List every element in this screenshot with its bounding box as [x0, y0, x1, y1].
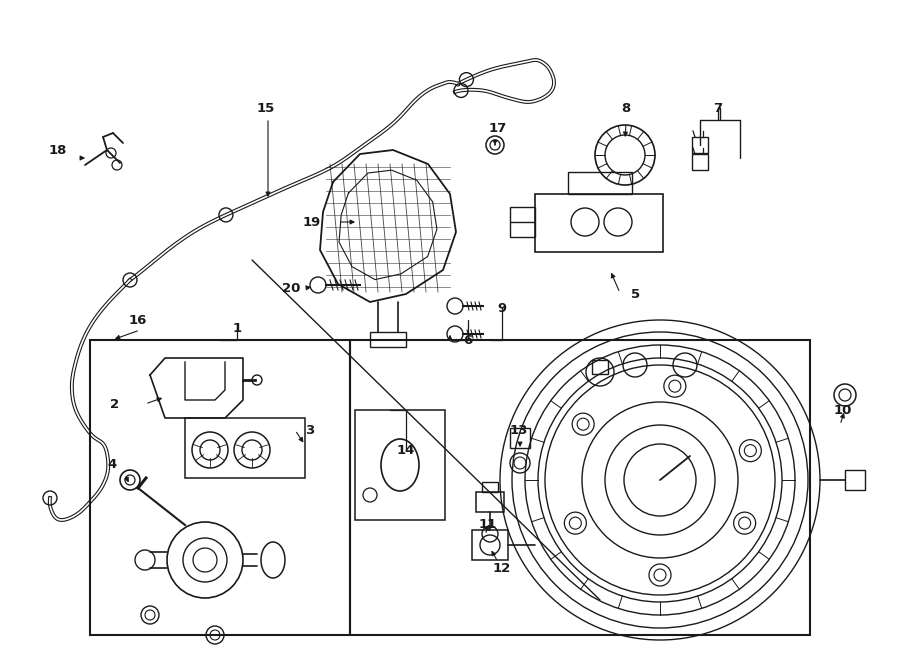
Bar	[355, 410, 445, 520]
Bar	[350, 340, 810, 635]
Text: 17: 17	[489, 122, 507, 134]
Bar	[476, 492, 504, 512]
Text: 13: 13	[509, 424, 528, 436]
Bar	[370, 332, 406, 347]
Text: 19: 19	[303, 215, 321, 229]
Bar	[472, 530, 508, 560]
Text: 6: 6	[464, 334, 472, 346]
Bar	[535, 194, 663, 252]
Bar	[90, 340, 350, 635]
Text: 7: 7	[714, 102, 723, 114]
Bar	[482, 482, 498, 492]
Text: 3: 3	[305, 424, 315, 436]
Text: 1: 1	[232, 321, 241, 334]
Bar	[510, 428, 530, 448]
Text: 11: 11	[479, 518, 497, 531]
Text: 16: 16	[129, 313, 148, 327]
Text: 12: 12	[493, 561, 511, 574]
Bar	[185, 418, 305, 478]
Text: 2: 2	[111, 397, 120, 410]
Text: 18: 18	[49, 143, 68, 157]
Text: 4: 4	[107, 459, 117, 471]
Bar	[510, 207, 535, 237]
Bar	[592, 360, 608, 374]
Text: 14: 14	[397, 444, 415, 457]
Bar	[692, 154, 708, 170]
Text: 9: 9	[498, 301, 507, 315]
Text: 15: 15	[256, 102, 275, 114]
Text: 8: 8	[621, 102, 631, 114]
Text: 20: 20	[282, 282, 301, 295]
Bar	[692, 137, 708, 153]
Text: 5: 5	[632, 288, 641, 301]
Bar	[845, 470, 865, 490]
Bar	[568, 172, 632, 194]
Text: 10: 10	[833, 403, 852, 416]
